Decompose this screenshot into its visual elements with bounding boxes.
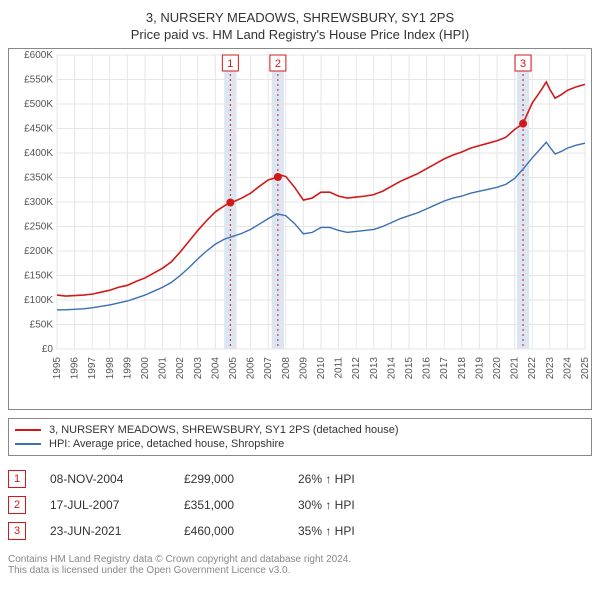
svg-text:2011: 2011 [334,357,345,379]
svg-text:2017: 2017 [439,357,450,380]
marker-row: 1 08-NOV-2004 £299,000 26% ↑ HPI [8,466,592,492]
marker-date: 08-NOV-2004 [50,472,160,486]
svg-text:1999: 1999 [122,357,133,380]
legend-row: 3, NURSERY MEADOWS, SHREWSBURY, SY1 2PS … [15,423,585,437]
svg-text:1996: 1996 [70,357,81,380]
svg-text:2008: 2008 [281,357,292,380]
svg-text:£350K: £350K [24,173,53,184]
svg-text:£50K: £50K [30,320,54,331]
svg-text:2004: 2004 [210,357,221,380]
svg-text:2016: 2016 [422,357,433,380]
legend: 3, NURSERY MEADOWS, SHREWSBURY, SY1 2PS … [8,418,592,456]
svg-text:2013: 2013 [369,357,380,380]
chart-container: £0 £50K £100K £150K £200K £250K £300K £350K £400… [8,48,592,410]
legend-swatch [15,443,41,445]
svg-text:2022: 2022 [527,357,538,380]
chart-subtitle: Price paid vs. HM Land Registry's House … [8,27,592,42]
svg-text:£550K: £550K [24,75,53,86]
svg-text:3: 3 [520,58,526,70]
svg-text:2000: 2000 [140,357,151,380]
svg-text:2009: 2009 [298,357,309,380]
svg-text:£150K: £150K [24,271,53,282]
legend-swatch [15,429,41,431]
svg-text:2020: 2020 [492,357,503,380]
marker-pct: 26% ↑ HPI [298,472,398,486]
svg-text:2001: 2001 [158,357,169,380]
marker-price: £351,000 [184,498,274,512]
svg-text:1: 1 [227,58,233,70]
svg-text:1995: 1995 [52,357,63,380]
svg-text:£200K: £200K [24,246,53,257]
svg-text:1998: 1998 [105,357,116,380]
svg-text:2021: 2021 [510,357,521,380]
marker-price: £299,000 [184,472,274,486]
svg-text:1997: 1997 [87,357,98,380]
svg-text:2: 2 [275,58,281,70]
svg-text:2003: 2003 [193,357,204,380]
marker-number: 1 [8,470,26,488]
svg-text:2023: 2023 [545,357,556,380]
marker-number: 2 [8,496,26,514]
footer-line: Contains HM Land Registry data © Crown c… [8,554,592,565]
legend-label: 3, NURSERY MEADOWS, SHREWSBURY, SY1 2PS … [49,424,399,436]
marker-date: 17-JUL-2007 [50,498,160,512]
footer-line: This data is licensed under the Open Gov… [8,565,592,576]
marker-price: £460,000 [184,524,274,538]
svg-text:2002: 2002 [175,357,186,380]
svg-text:£100K: £100K [24,295,53,306]
svg-text:2025: 2025 [580,357,591,380]
svg-text:2015: 2015 [404,357,415,380]
svg-text:£500K: £500K [24,99,53,110]
legend-label: HPI: Average price, detached house, Shro… [49,438,284,450]
marker-pct: 35% ↑ HPI [298,524,398,538]
footer-attribution: Contains HM Land Registry data © Crown c… [8,554,592,576]
svg-text:£250K: £250K [24,222,53,233]
marker-date: 23-JUN-2021 [50,524,160,538]
svg-text:2007: 2007 [263,357,274,380]
svg-text:£0: £0 [42,344,54,355]
svg-text:£450K: £450K [24,124,53,135]
chart-title: 3, NURSERY MEADOWS, SHREWSBURY, SY1 2PS [8,10,592,25]
svg-text:2019: 2019 [474,357,485,380]
svg-text:2005: 2005 [228,357,239,380]
marker-row: 2 17-JUL-2007 £351,000 30% ↑ HPI [8,492,592,518]
svg-text:2006: 2006 [246,357,257,380]
legend-row: HPI: Average price, detached house, Shro… [15,437,585,451]
svg-text:2010: 2010 [316,357,327,380]
svg-text:2014: 2014 [386,357,397,380]
svg-text:2024: 2024 [562,357,573,380]
marker-row: 3 23-JUN-2021 £460,000 35% ↑ HPI [8,518,592,544]
marker-number: 3 [8,522,26,540]
marker-pct: 30% ↑ HPI [298,498,398,512]
svg-text:£400K: £400K [24,148,53,159]
svg-text:£300K: £300K [24,197,53,208]
svg-text:2012: 2012 [351,357,362,380]
markers-table: 1 08-NOV-2004 £299,000 26% ↑ HPI 2 17-JUL-200… [8,466,592,544]
svg-text:£600K: £600K [24,50,53,61]
svg-text:2018: 2018 [457,357,468,380]
line-chart: £0 £50K £100K £150K £200K £250K £300K £350K £400… [9,49,591,409]
